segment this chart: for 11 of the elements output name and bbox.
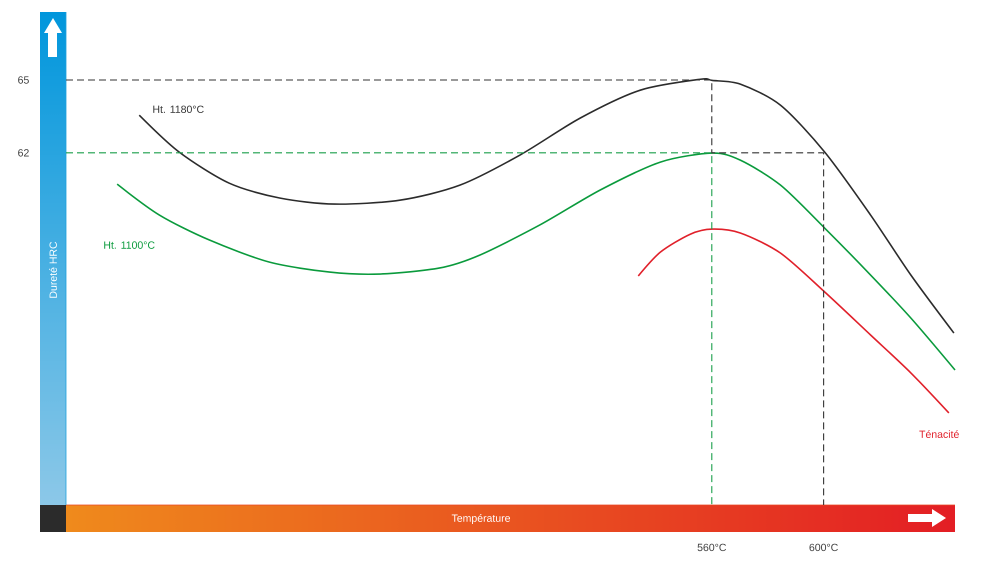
series-label: Ténacité bbox=[919, 430, 959, 438]
x-axis-title: Température bbox=[452, 514, 510, 524]
line-series bbox=[116, 152, 956, 371]
y-tick-label: 65 bbox=[18, 76, 29, 84]
y-tick-label: 62 bbox=[18, 149, 29, 157]
x-tick-label: 560°C bbox=[698, 544, 726, 552]
text: Ht. 1100°C bbox=[104, 241, 155, 249]
y-axis-title: Dureté HRC bbox=[49, 242, 57, 298]
x-tick-label: 600°C bbox=[809, 544, 838, 552]
series-label: Ht. 1180°C bbox=[153, 106, 204, 114]
line-series bbox=[637, 228, 950, 414]
